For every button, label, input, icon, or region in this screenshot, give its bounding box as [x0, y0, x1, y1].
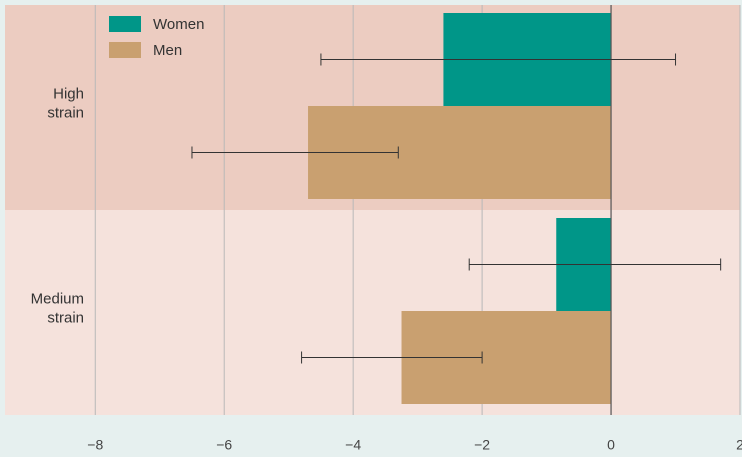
x-tick-label: 2: [736, 437, 742, 453]
category-labels: High strain Medium strain: [31, 86, 84, 327]
legend: Women Men: [109, 16, 204, 59]
x-tick-label: 0: [607, 437, 615, 453]
category-bands: [5, 5, 740, 415]
legend-label-women: Women: [153, 16, 204, 33]
x-axis-ticks: −8 −6 −4 −2 0 2: [87, 437, 742, 453]
x-tick-label: −4: [345, 437, 361, 453]
legend-swatch-women: [109, 16, 141, 32]
x-tick-label: −2: [474, 437, 490, 453]
category-label: High strain: [47, 86, 84, 122]
error-bars: [191, 53, 722, 364]
category-band: [5, 210, 740, 415]
x-tick-label: −6: [216, 437, 232, 453]
legend-swatch-men: [109, 42, 141, 58]
legend-label-men: Men: [153, 42, 182, 59]
x-tick-label: −8: [87, 437, 103, 453]
category-label: Medium strain: [31, 291, 84, 327]
